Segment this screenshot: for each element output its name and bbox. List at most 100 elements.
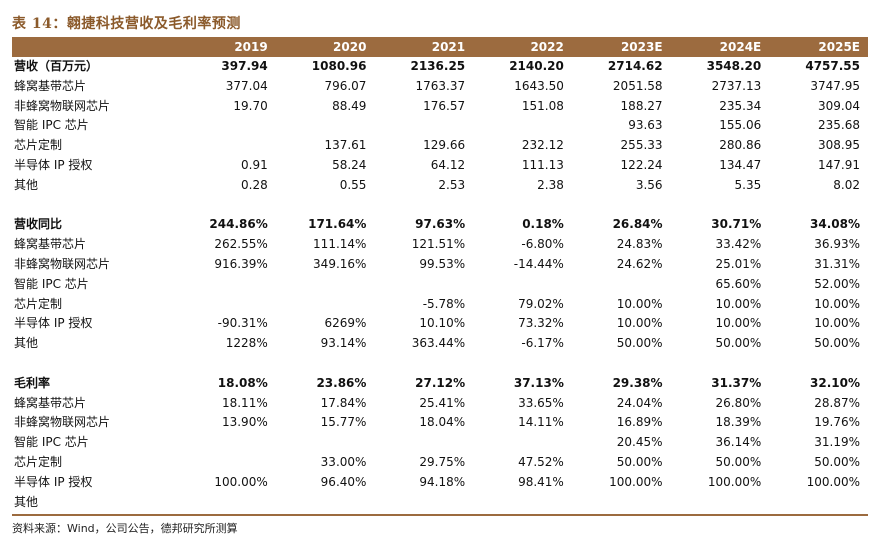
value-cell: -6.80%	[521, 237, 564, 252]
value-cell: 1228%	[225, 336, 268, 351]
value-cell: 30.71%	[711, 217, 762, 232]
value-cell: 262.55%	[214, 237, 268, 252]
value-cell: 23.86%	[316, 375, 367, 390]
value-cell: 0.18%	[522, 217, 564, 232]
row-label: 智能 IPC 芯片	[14, 435, 89, 450]
value-cell: 916.39%	[214, 256, 268, 271]
row-label: 非蜂窝物联网芯片	[14, 256, 111, 271]
value-cell	[671, 493, 770, 513]
table-row: 智能 IPC 芯片 20.45% 36.14% 31.19%	[12, 433, 868, 453]
row-label: 半导体 IP 授权	[14, 474, 93, 489]
value-cell: 31.37%	[711, 375, 762, 390]
value-cell: 18.04%	[419, 415, 466, 430]
row-label: 智能 IPC 芯片	[14, 118, 89, 133]
bottom-rule	[12, 514, 868, 516]
value-cell: 24.04%	[616, 395, 663, 410]
header-cell-year: 2024E	[719, 40, 762, 54]
value-cell: 14.11%	[518, 415, 564, 430]
value-cell	[374, 433, 473, 453]
value-cell: 79.02%	[518, 296, 564, 311]
value-cell: 3.56	[635, 177, 663, 192]
value-cell: 188.27	[620, 98, 663, 113]
value-cell: 50.00%	[715, 454, 762, 469]
value-cell: 10.00%	[616, 296, 663, 311]
value-cell	[276, 493, 375, 513]
value-cell: 796.07	[324, 78, 367, 93]
value-cell: 363.44%	[411, 336, 466, 351]
value-cell: -90.31%	[217, 316, 268, 331]
value-cell	[276, 116, 375, 136]
value-cell: 33.42%	[715, 237, 762, 252]
table-row: 蜂窝基带芯片 262.55% 111.14% 121.51% -6.80% 24.83% 3…	[12, 235, 868, 255]
table-row: 营收（百万元） 397.94 1080.96 2136.25 2140.20 2714.6…	[12, 57, 868, 77]
value-cell: 36.14%	[715, 435, 762, 450]
header-cell-year: 2020	[333, 40, 367, 54]
header-cell-year: 2019	[234, 40, 268, 54]
value-cell: 93.63	[628, 118, 663, 133]
value-cell: 349.16%	[313, 256, 367, 271]
value-cell: 17.84%	[320, 395, 367, 410]
value-cell: 8.02	[833, 177, 860, 192]
table-row: 半导体 IP 授权 -90.31% 6269% 10.10% 73.32% 10.00% 1…	[12, 314, 868, 334]
value-cell: 10.00%	[814, 296, 860, 311]
value-cell	[473, 275, 572, 295]
row-label: 蜂窝基带芯片	[14, 78, 87, 93]
spacer-cell	[12, 354, 868, 374]
value-cell	[177, 136, 276, 156]
value-cell: 18.39%	[715, 415, 762, 430]
spacer-row	[12, 354, 868, 374]
row-label: 芯片定制	[14, 296, 63, 311]
value-cell: 155.06	[719, 118, 762, 133]
value-cell	[177, 116, 276, 136]
value-cell	[374, 493, 473, 513]
table-row: 毛利率 18.08% 23.86% 27.12% 37.13% 29.38% 31.37% 3…	[12, 374, 868, 394]
value-cell	[177, 433, 276, 453]
value-cell	[374, 116, 473, 136]
table-body: 营收（百万元） 397.94 1080.96 2136.25 2140.20 2714.6…	[12, 57, 868, 512]
table-title: 表 14：翱捷科技营收及毛利率预测	[12, 16, 241, 32]
value-cell: 64.12	[430, 157, 466, 172]
value-cell: 147.91	[818, 157, 860, 172]
value-cell: 235.34	[719, 98, 762, 113]
value-cell: 24.62%	[616, 256, 663, 271]
value-cell: 308.95	[818, 138, 860, 153]
value-cell: 100.00%	[707, 474, 762, 489]
table-row: 蜂窝基带芯片 377.04 796.07 1763.37 1643.50 2051.58 2…	[12, 77, 868, 97]
value-cell: 93.14%	[320, 336, 367, 351]
value-cell	[177, 295, 276, 315]
table-row: 非蜂窝物联网芯片 916.39% 349.16% 99.53% -14.44% 24.62…	[12, 255, 868, 275]
value-cell: 58.24	[332, 157, 367, 172]
table-row: 半导体 IP 授权 100.00% 96.40% 94.18% 98.41% 100.00…	[12, 473, 868, 493]
value-cell: 65.60%	[715, 276, 762, 291]
value-cell: 97.63%	[415, 217, 466, 232]
value-cell: 25.41%	[419, 395, 466, 410]
value-cell: 10.00%	[814, 316, 860, 331]
value-cell: 111.13	[521, 157, 564, 172]
value-cell: 121.51%	[411, 237, 466, 252]
value-cell: 100.00%	[806, 474, 860, 489]
forecast-table: 2019 2020 2021 2022 2023E 2024E 2025E 营收…	[12, 37, 868, 512]
value-cell: 309.04	[818, 98, 860, 113]
value-cell: 24.83%	[616, 237, 663, 252]
table-row: 芯片定制 -5.78% 79.02% 10.00% 10.00% 10.00%	[12, 295, 868, 315]
value-cell: 4757.55	[805, 59, 860, 73]
value-cell: 1080.96	[311, 59, 367, 73]
value-cell: 37.13%	[513, 375, 564, 390]
value-cell: 98.41%	[518, 474, 564, 489]
row-label: 芯片定制	[14, 138, 63, 153]
value-cell: 25.01%	[715, 256, 762, 271]
value-cell: 137.61	[324, 138, 367, 153]
value-cell: 100.00%	[214, 474, 268, 489]
value-cell: 0.28	[241, 177, 268, 192]
table-row: 芯片定制 33.00% 29.75% 47.52% 50.00% 50.00% 50.00%	[12, 453, 868, 473]
value-cell: 33.65%	[518, 395, 564, 410]
value-cell: 19.70	[233, 98, 268, 113]
spacer-cell	[12, 196, 868, 216]
value-cell: 18.11%	[221, 395, 268, 410]
value-cell: 29.38%	[612, 375, 663, 390]
row-label: 非蜂窝物联网芯片	[14, 98, 111, 113]
table-row: 其他	[12, 493, 868, 513]
value-cell: 32.10%	[810, 375, 860, 390]
table-row: 非蜂窝物联网芯片 13.90% 15.77% 18.04% 14.11% 16.89% 18…	[12, 413, 868, 433]
table-row: 其他 0.28 0.55 2.53 2.38 3.56 5.35 8.02	[12, 176, 868, 196]
